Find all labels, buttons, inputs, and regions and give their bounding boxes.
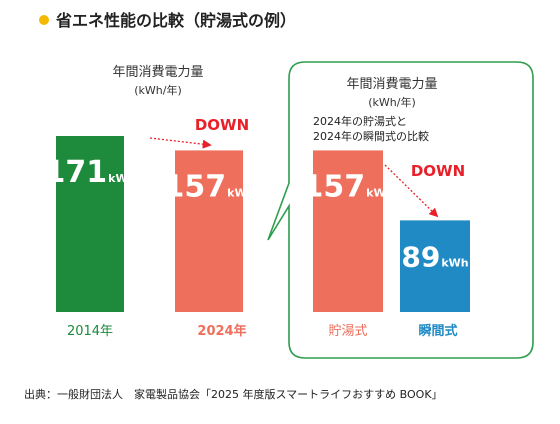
- right-down-arrow: [384, 164, 439, 218]
- figure-title: 省エネ性能の比較（貯湯式の例）: [55, 11, 296, 30]
- left-unit-label: (kWh/年): [134, 83, 182, 97]
- source-footer: 出典：一般財団法人 家電製品協会「2025 年度版スマートライフおすすめ BOO…: [24, 387, 443, 401]
- category-label-2024: 2024年: [197, 323, 246, 339]
- right-subtitle-line-1: 2024年の貯湯式と: [313, 114, 407, 128]
- bar-0-1: [175, 150, 243, 312]
- title-bullet-icon: [39, 15, 49, 25]
- bar-0-0: [56, 136, 124, 312]
- bar-value-label-1-0: 157kWh: [303, 169, 394, 204]
- left-ylabel: 年間消費電力量: [112, 65, 203, 80]
- left-down-annotation: DOWN: [195, 116, 249, 134]
- right-subtitle-line-2: 2024年の瞬間式の比較: [313, 129, 429, 143]
- right-unit-label: (kWh/年): [368, 95, 416, 109]
- left-down-arrow: [149, 137, 212, 149]
- bar-1-1: [400, 220, 470, 312]
- category-label-storage-type: 貯湯式: [328, 324, 367, 339]
- category-label-instant-type: 瞬間式: [418, 323, 457, 339]
- bar-value-label-0-0: 171kWh: [45, 155, 136, 190]
- bars-layer: 171kWh 157kWh 157kWh 89kWh: [45, 136, 470, 312]
- bar-1-0: [313, 150, 383, 312]
- right-ylabel: 年間消費電力量: [346, 77, 437, 92]
- right-down-annotation: DOWN: [411, 162, 465, 180]
- category-label-2014: 2014年: [67, 324, 113, 339]
- bar-value-label-1-1: 89kWh: [401, 240, 468, 273]
- bar-value-label-0-1: 157kWh: [164, 169, 255, 204]
